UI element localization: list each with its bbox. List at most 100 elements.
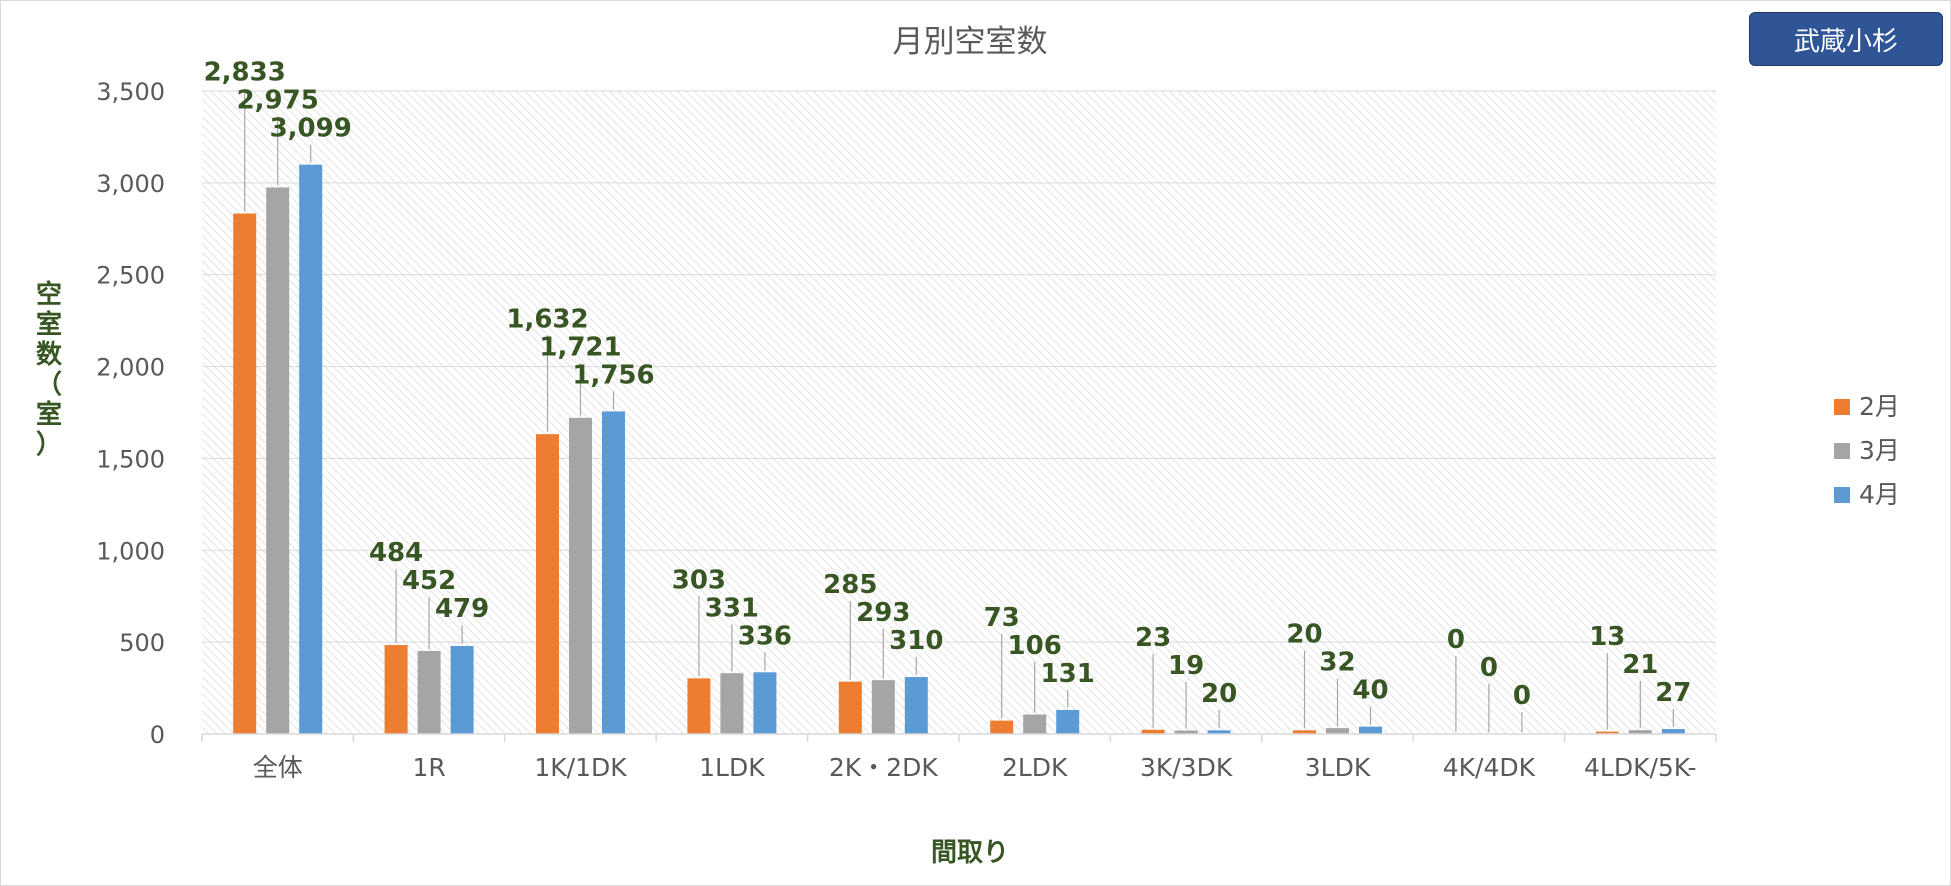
legend-swatch [1834,399,1850,415]
bar [1207,730,1231,734]
x-category-label: 4K/4DK [1443,753,1536,782]
legend-swatch [1834,487,1850,503]
data-label: 2,833 [204,58,286,88]
x-category-label: 1R [412,753,445,782]
data-label: 131 [1041,659,1095,689]
bar [1293,730,1316,734]
legend: 2月 3月 4月 [1834,392,1900,509]
bar [450,646,474,734]
data-label: 27 [1655,678,1691,708]
data-label: 106 [1008,631,1062,661]
chart-title: 月別空室数 [893,24,1048,60]
data-label: 331 [705,593,759,623]
data-label: 20 [1201,679,1237,709]
y-axis-title: 空室数（室） [36,279,63,460]
x-category-label: 1K/1DK [534,753,627,782]
bar [1023,714,1047,734]
bar [687,678,711,734]
y-tick-label: 1,500 [96,445,165,473]
plot-area [202,91,1716,734]
gridlines [201,90,1717,742]
bar [753,672,777,734]
y-axis-ticks: 0 500 1,000 1,500 2,000 2,500 3,000 3,500 [96,78,165,749]
y-tick-label: 3,500 [96,78,165,106]
bar [602,411,625,734]
bar [233,213,257,735]
bar [536,434,559,734]
leader-lines [244,88,1674,732]
data-label: 40 [1352,676,1388,706]
bar [1661,729,1685,734]
data-label: 3,099 [270,114,352,144]
x-category-label: 2LDK [1002,753,1068,782]
x-axis-categories: 全体 1R 1K/1DK 1LDK 2K・2DK 2LDK 3K/3DK 3LDK 4K/4DK… [253,753,1697,782]
bar [1628,730,1652,734]
y-axis-title-char: 数 [36,340,63,370]
bar [871,680,895,734]
y-tick-label: 0 [150,721,165,749]
bar [1174,730,1198,734]
data-label: 23 [1135,623,1171,653]
data-label: 19 [1168,651,1204,681]
data-label: 13 [1589,622,1625,652]
bar [904,677,928,734]
data-label: 310 [889,626,943,656]
y-axis-title-char: （ [36,370,62,400]
region-badge[interactable]: 武蔵小杉 [1749,12,1943,66]
bars [233,164,1685,735]
y-axis-title-char: ） [36,430,62,460]
bar [838,681,862,734]
legend-label: 2月 [1859,392,1900,421]
data-label: 0 [1513,681,1531,711]
bar [299,164,323,734]
data-label: 0 [1447,625,1465,655]
bar [384,645,408,734]
data-label: 285 [823,570,877,600]
bar [1359,726,1382,734]
y-axis-title-char: 室 [36,309,62,340]
data-label: 452 [402,566,456,596]
x-category-label: 全体 [253,753,303,782]
y-axis-title-char: 室 [36,399,62,430]
data-label: 20 [1286,620,1322,650]
bar [1056,709,1080,734]
x-category-label: 1LDK [699,753,765,782]
legend-label: 3月 [1859,436,1900,465]
x-category-label: 3K/3DK [1140,753,1233,782]
data-label: 32 [1319,648,1355,678]
y-tick-label: 3,000 [96,170,165,198]
bar [1595,731,1619,734]
bar [569,417,592,734]
data-label: 293 [856,598,910,628]
legend-label: 4月 [1859,480,1900,509]
data-label: 336 [738,621,792,651]
y-tick-label: 1,000 [96,537,165,565]
y-tick-label: 500 [119,629,165,657]
legend-swatch [1834,443,1850,459]
y-axis-title-char: 空 [36,279,62,310]
data-label: 1,632 [506,304,588,334]
bar [720,673,744,734]
data-label: 21 [1622,650,1658,680]
y-tick-label: 2,000 [96,354,165,382]
data-label: 0 [1480,653,1498,683]
data-label: 73 [984,603,1020,633]
bar [1326,728,1349,734]
x-axis-title: 間取り [931,838,1009,868]
data-label: 484 [369,538,423,568]
data-label: 303 [672,565,726,595]
x-category-label: 2K・2DK [829,753,938,782]
data-label: 479 [435,594,489,624]
x-category-label: 4LDK/5K- [1584,753,1697,782]
bar [990,720,1014,734]
data-label: 1,756 [572,360,654,390]
x-category-label: 3LDK [1305,753,1371,782]
data-label: 2,975 [237,86,319,116]
data-label: 1,721 [539,332,621,362]
bar [1141,729,1165,734]
y-tick-label: 2,500 [96,262,165,290]
bar [266,187,290,734]
bar [417,650,441,734]
